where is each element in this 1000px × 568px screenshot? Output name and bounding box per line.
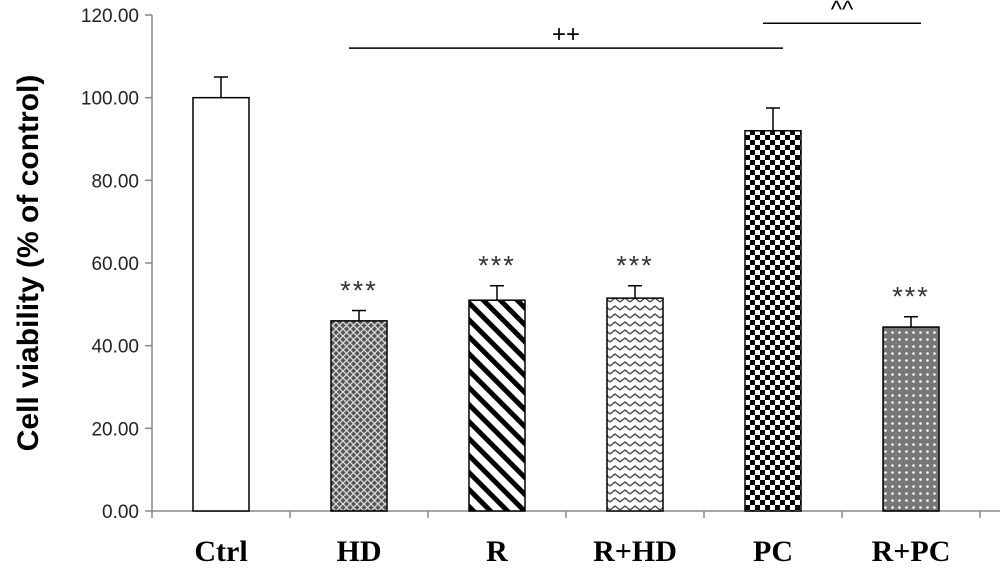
comparison-label: ++: [552, 21, 580, 48]
y-tick-label: 20.00: [91, 419, 139, 440]
bar-r-plus-pc: [882, 326, 940, 512]
significance-label: ***: [340, 276, 378, 306]
x-tick-label: R+PC: [872, 535, 951, 568]
x-tick-label: PC: [753, 535, 793, 568]
y-tick-label: 100.00: [81, 89, 139, 110]
comparison-label: ^^: [831, 0, 854, 23]
comparison-brackets: ++ ^^: [349, 0, 921, 49]
significance-label: ***: [892, 282, 930, 312]
bar-pc: [744, 129, 802, 512]
y-tick-label: 40.00: [91, 337, 139, 358]
bar-hd: [330, 320, 388, 512]
y-axis-ticks: 0.00 20.00 40.00 60.00 80.00 100.00 120.00: [81, 6, 152, 523]
y-tick-label: 120.00: [81, 6, 139, 27]
significance-label: ***: [478, 251, 516, 281]
axes: [151, 15, 1000, 518]
x-tick-label: HD: [337, 535, 382, 568]
x-tick-label: Ctrl: [194, 535, 247, 568]
y-tick-label: 0.00: [102, 502, 139, 523]
x-tick-label: R+HD: [593, 535, 677, 568]
x-tick-label: R: [486, 535, 508, 568]
y-axis-label: Cell viability (% of control): [12, 75, 45, 452]
x-axis-ticks: Ctrl HD R R+HD PC R+PC: [194, 535, 950, 568]
y-tick-label: 80.00: [91, 171, 139, 192]
bar-r: [468, 299, 526, 512]
bar-r-plus-hd: [606, 297, 664, 512]
bars: [192, 96, 940, 512]
significance-marks: *** *** *** ***: [340, 251, 930, 312]
y-tick-label: 60.00: [91, 254, 139, 275]
error-bars: [214, 76, 918, 328]
significance-label: ***: [616, 251, 654, 281]
bar-ctrl: [192, 96, 250, 512]
